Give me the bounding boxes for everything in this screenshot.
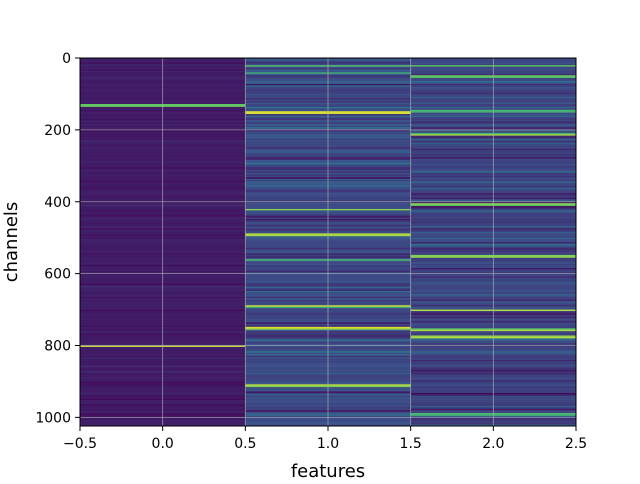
- x-tick-label: 1.0: [317, 436, 339, 452]
- x-tick-label: −0.5: [63, 436, 97, 452]
- x-tick-label: 2.0: [482, 436, 504, 452]
- y-tick-label: 0: [62, 51, 71, 67]
- x-tick-label: 0.5: [234, 436, 256, 452]
- y-tick-label: 600: [44, 267, 71, 283]
- x-tick-label: 0.0: [152, 436, 174, 452]
- y-tick-label: 400: [44, 195, 71, 211]
- x-axis-label: features: [291, 461, 365, 480]
- y-tick-label: 1000: [35, 410, 71, 426]
- x-tick-label: 1.5: [400, 436, 422, 452]
- x-tick-label: 2.5: [565, 436, 587, 452]
- x-axis-ticks: −0.5 0.0 0.5 1.0 1.5 2.0 2.5: [63, 426, 587, 452]
- y-axis-ticks: 0 200 400 600 800 1000: [35, 51, 80, 426]
- y-tick-label: 800: [44, 339, 71, 355]
- y-axis-label: channels: [1, 202, 22, 283]
- y-tick-label: 200: [44, 123, 71, 139]
